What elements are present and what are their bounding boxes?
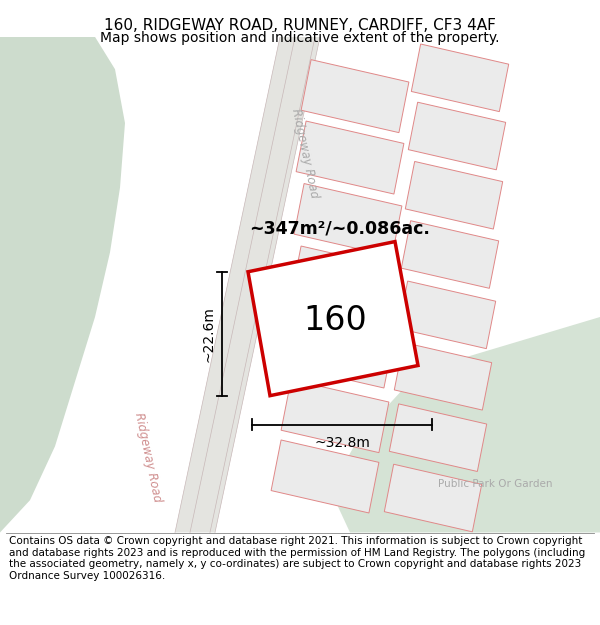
Polygon shape <box>301 59 409 132</box>
Text: Map shows position and indicative extent of the property.: Map shows position and indicative extent… <box>100 31 500 45</box>
Polygon shape <box>0 37 125 532</box>
Text: Ridgeway Road: Ridgeway Road <box>132 411 164 503</box>
Text: Contains OS data © Crown copyright and database right 2021. This information is : Contains OS data © Crown copyright and d… <box>9 536 585 581</box>
Polygon shape <box>406 161 503 229</box>
Polygon shape <box>296 121 404 194</box>
Polygon shape <box>385 464 482 532</box>
Polygon shape <box>175 37 320 532</box>
Polygon shape <box>401 221 499 288</box>
Polygon shape <box>286 315 394 388</box>
Polygon shape <box>271 440 379 513</box>
Polygon shape <box>281 379 389 452</box>
Polygon shape <box>389 404 487 471</box>
Text: Ridgeway Road: Ridgeway Road <box>289 107 321 199</box>
Polygon shape <box>248 242 418 396</box>
Polygon shape <box>294 184 402 256</box>
Text: ~32.8m: ~32.8m <box>314 436 370 449</box>
Polygon shape <box>394 342 491 410</box>
Polygon shape <box>291 246 399 319</box>
Polygon shape <box>412 44 509 112</box>
Text: ~347m²/~0.086ac.: ~347m²/~0.086ac. <box>250 219 430 238</box>
Text: Public Park Or Garden: Public Park Or Garden <box>438 479 552 489</box>
Text: 160: 160 <box>303 304 367 337</box>
Polygon shape <box>398 281 496 349</box>
Text: 160, RIDGEWAY ROAD, RUMNEY, CARDIFF, CF3 4AF: 160, RIDGEWAY ROAD, RUMNEY, CARDIFF, CF3… <box>104 18 496 32</box>
Text: ~22.6m: ~22.6m <box>202 306 216 362</box>
Polygon shape <box>330 317 600 532</box>
Polygon shape <box>409 102 506 170</box>
